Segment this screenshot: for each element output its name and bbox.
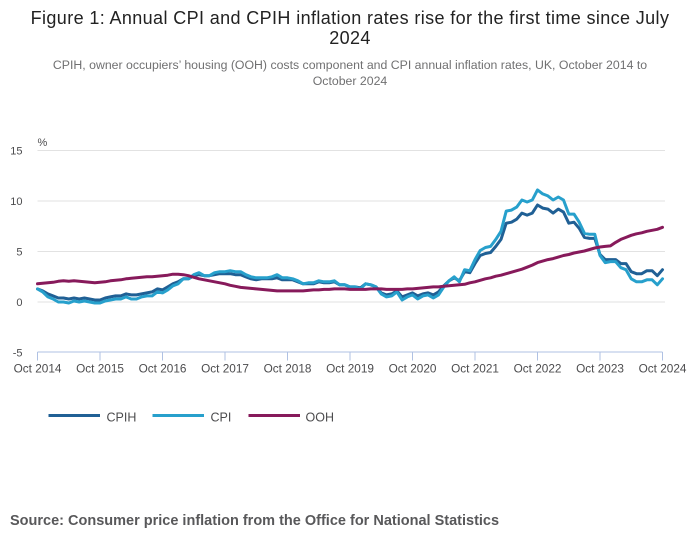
svg-text:Oct 2022: Oct 2022 <box>514 362 562 376</box>
svg-text:Oct 2014: Oct 2014 <box>14 362 62 376</box>
svg-text:0: 0 <box>16 297 22 309</box>
svg-text:Oct 2015: Oct 2015 <box>76 362 124 376</box>
svg-text:Oct 2020: Oct 2020 <box>389 362 437 376</box>
svg-text:15: 15 <box>10 146 22 158</box>
svg-text:Oct 2019: Oct 2019 <box>326 362 374 376</box>
svg-text:10: 10 <box>10 196 22 208</box>
svg-text:Oct 2023: Oct 2023 <box>576 362 624 376</box>
svg-text:-5: -5 <box>13 348 23 360</box>
svg-text:CPIH: CPIH <box>107 411 137 425</box>
svg-text:5: 5 <box>16 247 22 259</box>
svg-text:%: % <box>38 137 48 149</box>
svg-text:OOH: OOH <box>306 411 334 425</box>
svg-text:CPI: CPI <box>211 411 232 425</box>
svg-text:Oct 2018: Oct 2018 <box>264 362 312 376</box>
svg-text:Oct 2024: Oct 2024 <box>639 362 687 376</box>
svg-text:Oct 2021: Oct 2021 <box>451 362 499 376</box>
svg-text:Oct 2017: Oct 2017 <box>201 362 249 376</box>
svg-text:Oct 2016: Oct 2016 <box>139 362 187 376</box>
